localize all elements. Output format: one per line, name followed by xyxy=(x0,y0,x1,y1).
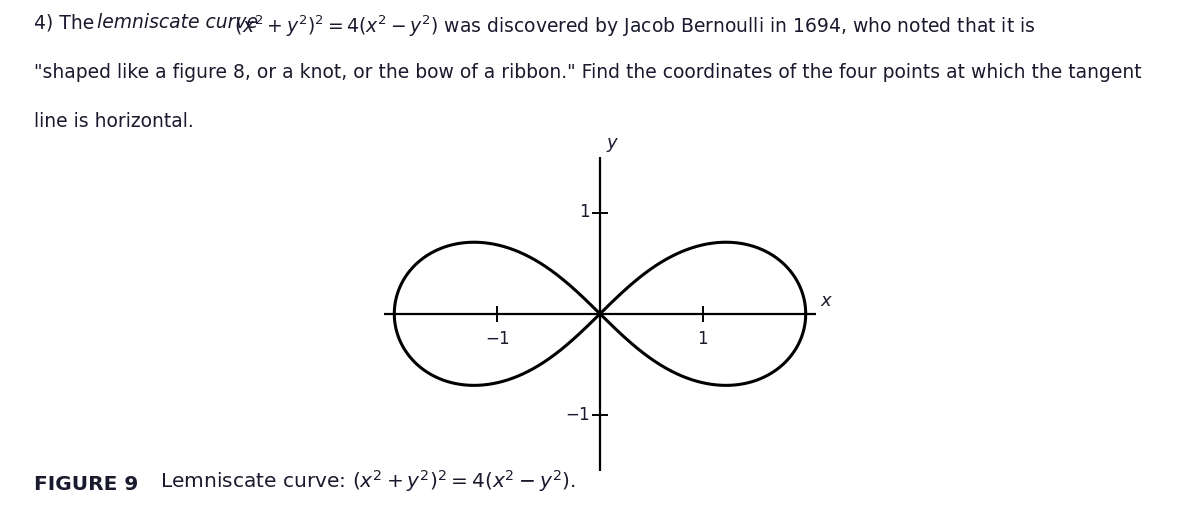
Text: line is horizontal.: line is horizontal. xyxy=(34,112,193,131)
Text: 4) The: 4) The xyxy=(34,13,100,32)
Text: $-1$: $-1$ xyxy=(485,331,510,348)
Text: $-1$: $-1$ xyxy=(565,406,589,424)
Text: lemniscate curve: lemniscate curve xyxy=(97,13,258,32)
Text: $1$: $1$ xyxy=(697,331,708,348)
Text: $x$: $x$ xyxy=(820,292,833,310)
Text: $(x^2 + y^2)^2 = 4(x^2 - y^2)$ was discovered by Jacob Bernoulli in 1694, who no: $(x^2 + y^2)^2 = 4(x^2 - y^2)$ was disco… xyxy=(229,13,1036,39)
Text: FIGURE 9: FIGURE 9 xyxy=(34,475,138,494)
Text: Lemniscate curve: $(x^2 + y^2)^2 = 4(x^2 - y^2)$.: Lemniscate curve: $(x^2 + y^2)^2 = 4(x^2… xyxy=(154,468,575,494)
Text: "shaped like a figure 8, or a knot, or the bow of a ribbon." Find the coordinate: "shaped like a figure 8, or a knot, or t… xyxy=(34,63,1141,82)
Text: $1$: $1$ xyxy=(578,204,589,221)
Text: $y$: $y$ xyxy=(606,136,619,154)
